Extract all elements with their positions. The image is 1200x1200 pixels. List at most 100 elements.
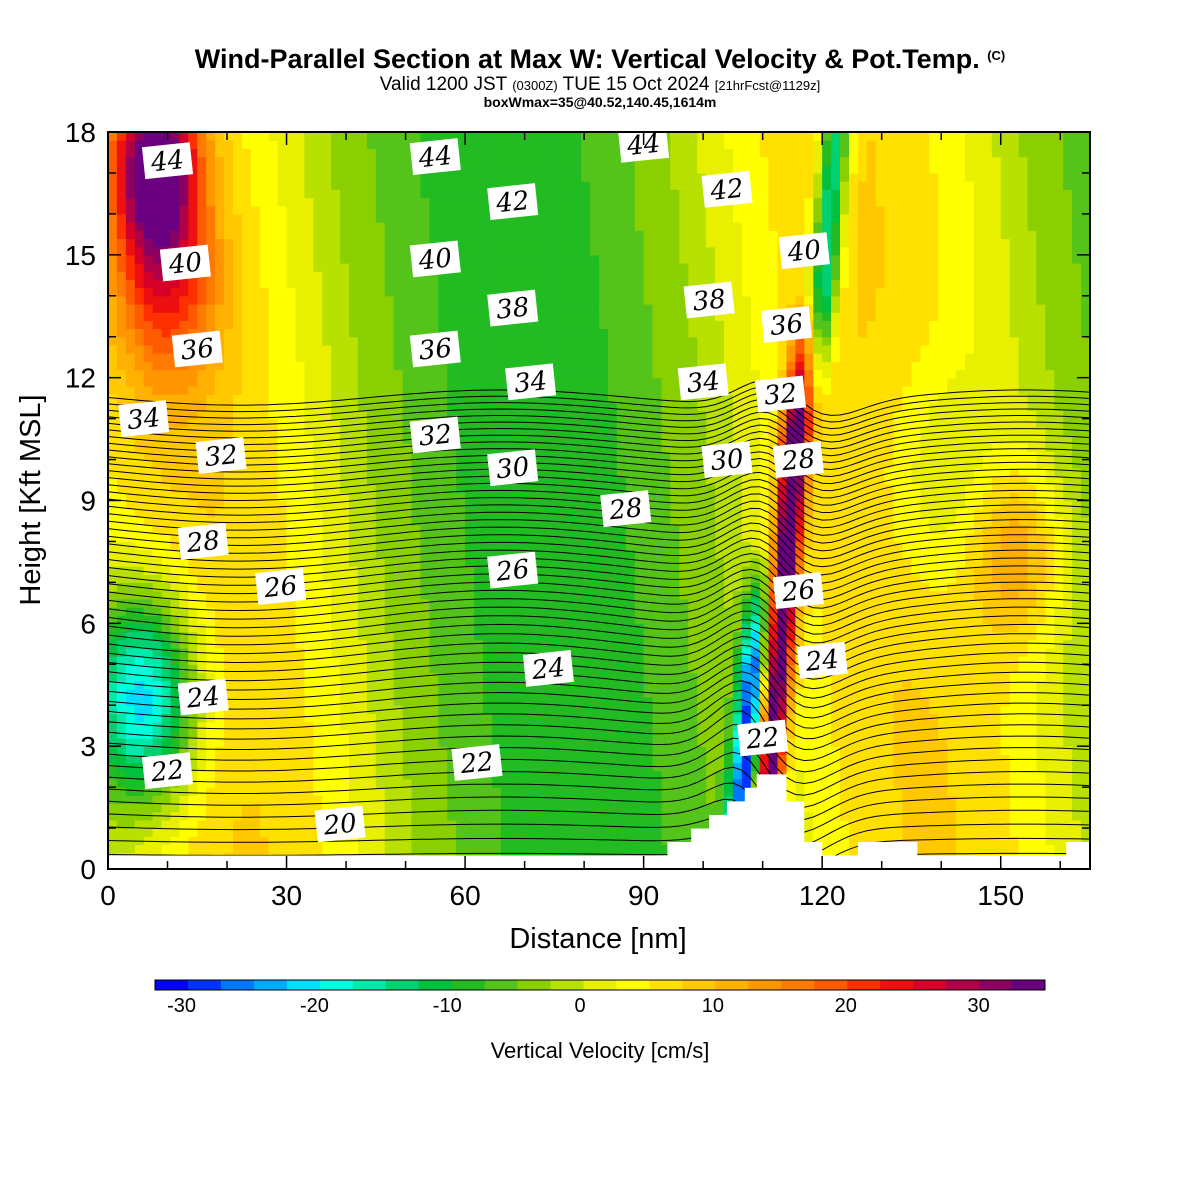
velocity-cell: [536, 778, 546, 788]
velocity-cell: [304, 426, 314, 436]
velocity-cell: [536, 295, 546, 305]
velocity-cell: [572, 762, 582, 772]
velocity-cell: [581, 279, 591, 289]
velocity-cell: [277, 304, 288, 313]
velocity-cell: [349, 132, 359, 141]
velocity-cell: [518, 647, 529, 657]
velocity-cell: [563, 402, 573, 411]
velocity-cell: [465, 738, 475, 747]
velocity-cell: [250, 287, 261, 297]
velocity-cell: [518, 778, 529, 788]
velocity-cell: [384, 533, 395, 543]
velocity-cell: [393, 287, 404, 297]
velocity-cell: [286, 328, 296, 338]
velocity-cell: [411, 484, 421, 493]
velocity-cell: [304, 353, 314, 362]
velocity-cell: [366, 533, 377, 543]
velocity-cell: [509, 713, 520, 723]
velocity-cell: [108, 451, 118, 461]
velocity-cell: [438, 213, 448, 223]
velocity-cell: [215, 754, 225, 764]
velocity-cell: [143, 656, 154, 665]
velocity-cell: [402, 459, 413, 469]
velocity-cell: [286, 435, 296, 444]
velocity-cell: [295, 467, 305, 477]
velocity-cell: [366, 156, 377, 166]
velocity-cell: [393, 811, 404, 821]
velocity-cell: [143, 344, 154, 354]
velocity-cell: [420, 172, 430, 182]
velocity-cell: [161, 819, 172, 829]
velocity-cell: [465, 844, 475, 854]
velocity-cell: [563, 254, 573, 264]
velocity-cell: [161, 746, 172, 755]
velocity-cell: [170, 484, 180, 493]
velocity-cell: [536, 156, 546, 166]
velocity-cell: [491, 394, 502, 403]
velocity-cell: [188, 385, 198, 395]
velocity-cell: [233, 238, 243, 248]
velocity-cell: [215, 582, 225, 592]
velocity-cell: [152, 213, 163, 223]
velocity-cell: [108, 230, 118, 240]
velocity-cell: [233, 672, 243, 682]
velocity-cell: [134, 394, 145, 403]
velocity-cell: [286, 680, 296, 690]
velocity-cell: [438, 574, 448, 583]
velocity-cell: [116, 156, 127, 166]
velocity-cell: [152, 312, 163, 321]
velocity-cell: [384, 754, 395, 764]
velocity-cell: [188, 361, 198, 371]
velocity-cell: [161, 566, 172, 575]
velocity-cell: [545, 500, 555, 510]
velocity-cell: [161, 369, 172, 379]
velocity-cell: [161, 238, 172, 248]
velocity-cell: [277, 426, 288, 436]
velocity-cell: [116, 369, 127, 379]
velocity-cell: [250, 238, 261, 248]
velocity-cell: [590, 828, 600, 837]
velocity-cell: [197, 819, 207, 829]
velocity-cell: [170, 631, 180, 641]
velocity-cell: [241, 705, 252, 714]
velocity-cell: [134, 508, 145, 518]
velocity-cell: [340, 263, 350, 272]
velocity-cell: [349, 254, 359, 264]
velocity-cell: [474, 664, 484, 674]
velocity-cell: [402, 304, 413, 313]
velocity-cell: [500, 721, 511, 731]
velocity-cell: [304, 582, 314, 592]
velocity-cell: [545, 320, 555, 330]
velocity-cell: [250, 754, 261, 764]
velocity-cell: [152, 181, 163, 190]
velocity-cell: [304, 295, 314, 305]
velocity-cell: [420, 533, 430, 543]
velocity-cell: [393, 328, 404, 338]
velocity-cell: [429, 189, 439, 199]
velocity-cell: [375, 132, 386, 141]
velocity-cell: [313, 475, 323, 485]
velocity-cell: [125, 787, 136, 796]
velocity-cell: [554, 312, 564, 321]
velocity-cell: [465, 525, 475, 534]
velocity-cell: [420, 819, 430, 829]
velocity-cell: [590, 590, 600, 600]
velocity-cell: [241, 435, 252, 444]
velocity-cell: [313, 778, 323, 788]
velocity-cell: [500, 672, 511, 682]
velocity-cell: [241, 156, 252, 166]
velocity-cell: [206, 770, 216, 780]
velocity-cell: [536, 353, 546, 362]
velocity-cell: [233, 688, 243, 698]
velocity-cell: [375, 533, 386, 543]
velocity-cell: [152, 639, 163, 649]
velocity-cell: [108, 549, 118, 559]
velocity-cell: [161, 213, 172, 223]
velocity-cell: [554, 443, 564, 452]
velocity-cell: [581, 721, 591, 731]
velocity-cell: [268, 164, 279, 174]
velocity-cell: [116, 287, 127, 297]
velocity-cell: [563, 156, 573, 166]
velocity-cell: [179, 459, 189, 469]
velocity-cell: [491, 549, 502, 559]
